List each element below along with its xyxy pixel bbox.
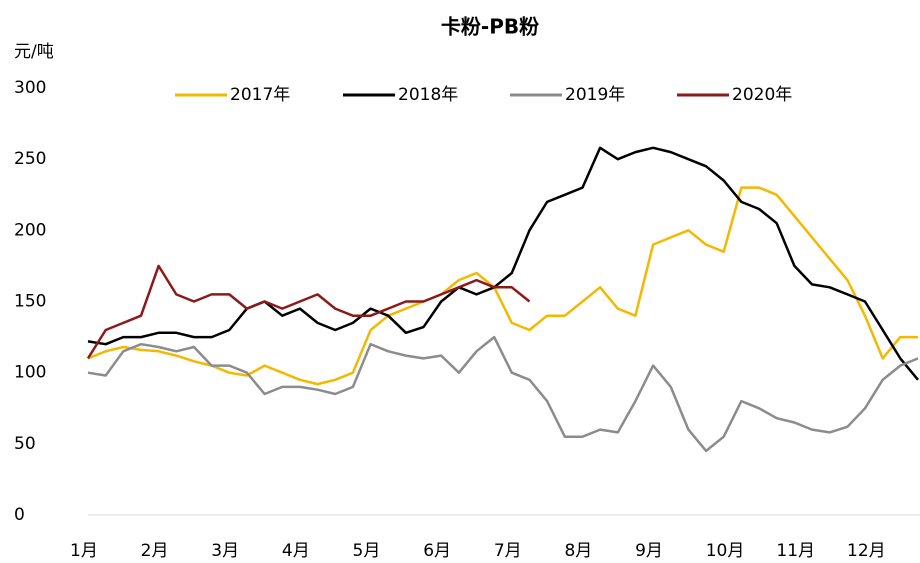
y-tick-label: 50 <box>14 434 36 454</box>
y-axis-label: 元/吨 <box>14 42 54 62</box>
x-tick-label: 3月 <box>211 541 239 561</box>
x-tick-label: 7月 <box>494 541 522 561</box>
y-tick-label: 100 <box>14 363 46 383</box>
series-line <box>87 335 919 453</box>
x-tick-label: 8月 <box>564 541 592 561</box>
x-tick-label: 4月 <box>282 541 310 561</box>
x-tick-label: 11月 <box>776 541 815 561</box>
series-line <box>87 146 919 381</box>
series-line <box>86 264 531 360</box>
y-tick-label: 0 <box>14 505 25 525</box>
x-tick-label: 10月 <box>706 541 745 561</box>
series-line <box>87 186 918 386</box>
y-tick-label: 150 <box>14 292 46 312</box>
x-tick-label: 5月 <box>353 541 381 561</box>
y-tick-label: 250 <box>14 149 46 169</box>
x-tick-label: 6月 <box>423 541 451 561</box>
chart-title: 卡粉-PB粉 <box>441 15 539 39</box>
x-tick-label: 12月 <box>847 541 886 561</box>
y-tick-label: 200 <box>14 220 46 240</box>
x-tick-label: 2月 <box>141 541 169 561</box>
legend-label: 2020年 <box>732 85 792 105</box>
legend-label: 2019年 <box>565 85 625 105</box>
x-tick-label: 9月 <box>635 541 663 561</box>
x-tick-label: 1月 <box>70 541 98 561</box>
legend-label: 2018年 <box>398 85 458 105</box>
y-tick-label: 300 <box>14 78 46 98</box>
legend-label: 2017年 <box>230 85 290 105</box>
